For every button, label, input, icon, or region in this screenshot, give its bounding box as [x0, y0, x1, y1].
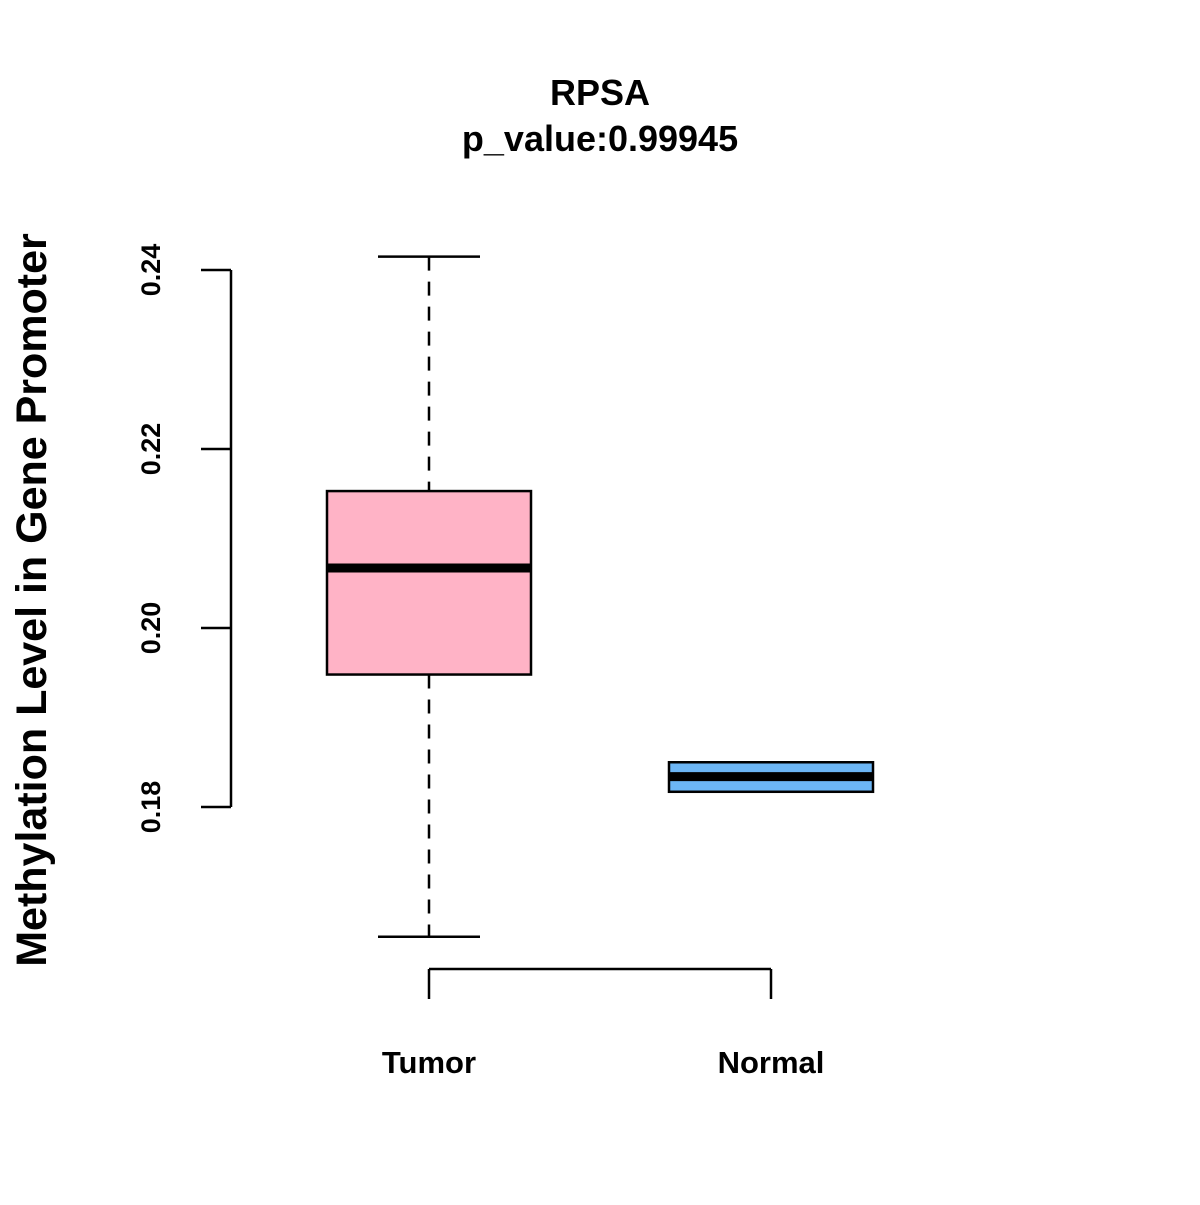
y-axis-label: Methylation Level in Gene Promoter: [8, 233, 56, 967]
x-axis: Tumor Normal: [382, 967, 825, 1080]
boxes-group: [325, 255, 875, 939]
x-tick-label-normal: Normal: [718, 1045, 825, 1080]
x-tick-label-tumor: Tumor: [382, 1045, 476, 1080]
y-tick-label: 0.20: [136, 602, 166, 655]
box-normal: [667, 761, 875, 794]
y-tick-label: 0.24: [136, 244, 166, 297]
y-axis: 0.18 0.20 0.22 0.24: [136, 244, 233, 834]
y-tick-label: 0.18: [136, 781, 166, 834]
box-tumor: [325, 255, 533, 939]
y-tick-label: 0.22: [136, 423, 166, 476]
chart-subtitle: p_value:0.99945: [462, 118, 738, 159]
chart-title: RPSA: [550, 72, 650, 113]
box-iqr: [325, 489, 533, 676]
